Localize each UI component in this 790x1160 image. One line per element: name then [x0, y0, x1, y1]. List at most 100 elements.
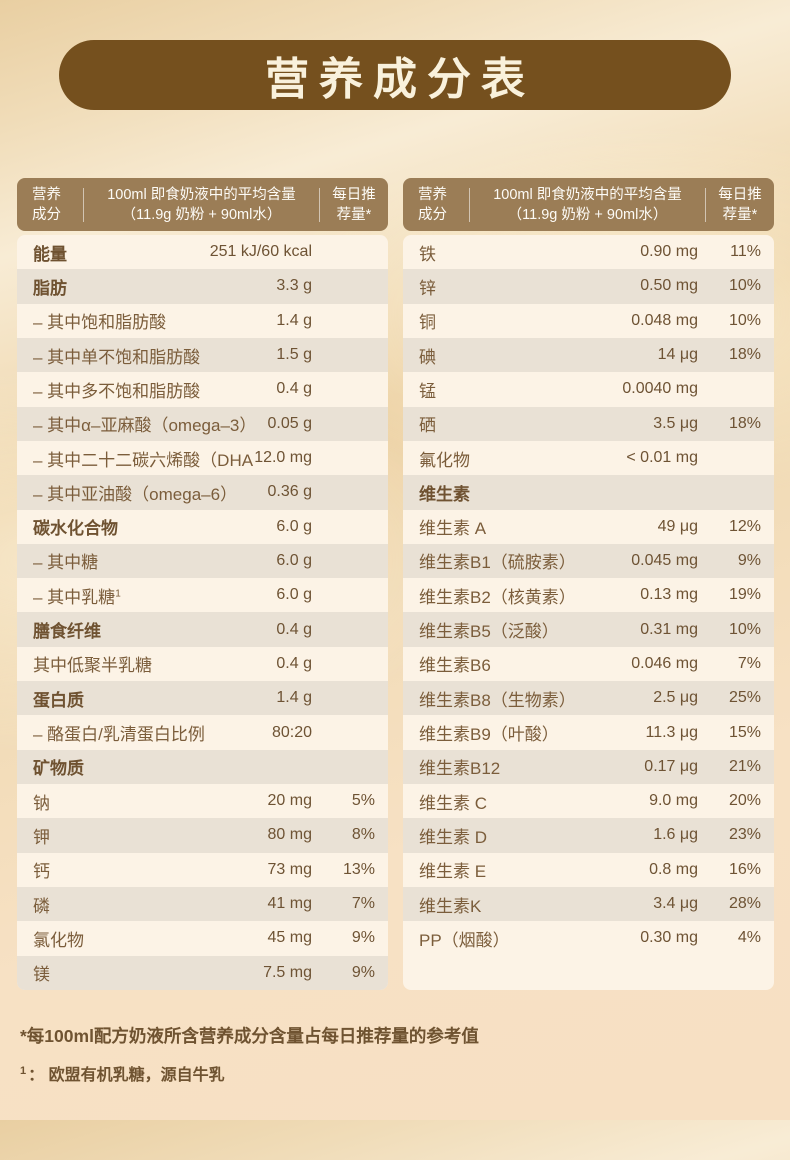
nutrient-value: 20 mg — [267, 792, 312, 810]
header-divider — [469, 187, 470, 222]
table-row: 能量 251 kJ/60 kcal — [17, 235, 388, 269]
table-row: – 其中乳糖1 6.0 g — [17, 578, 388, 612]
header-amount-column: 100ml 即食奶液中的平均含量 （11.9g 奶粉 + 90ml水） — [107, 186, 296, 223]
nutrient-value: 45 mg — [267, 929, 312, 947]
nutrient-daily-percent: 18% — [728, 346, 761, 364]
table-row: 维生素B5（泛酸） 0.31 mg 10% — [403, 612, 774, 647]
table-row: 维生素K 3.4 μg 28% — [403, 886, 774, 922]
nutrient-daily-percent: 18% — [728, 414, 761, 432]
footnotes: *每100ml配方奶液所含营养成分含量占每日推荐量的参考值 1： 欧盟有机乳糖，… — [20, 1023, 770, 1085]
nutrient-value: 1.4 g — [276, 689, 312, 707]
nutrient-label: – 其中二十二碳六烯酸（DHA） — [33, 450, 255, 470]
nutrient-label: 钠 — [33, 793, 50, 813]
nutrient-daily-percent: 7% — [351, 895, 375, 913]
nutrition-table-left: 营养 成分 100ml 即食奶液中的平均含量 （11.9g 奶粉 + 90ml水… — [17, 178, 388, 990]
nutrient-value: 73 mg — [267, 860, 312, 878]
header-nutrient-column: 营养 成分 — [32, 186, 61, 223]
nutrient-label: 铜 — [419, 313, 436, 333]
table-row: 膳食纤维 0.4 g — [17, 612, 388, 647]
nutrient-label: 维生素 D — [419, 827, 487, 847]
nutrient-value: 0.046 mg — [631, 654, 698, 672]
nutrient-value: 0.05 g — [267, 414, 312, 432]
nutrient-label: 维生素B1（硫胺素） — [419, 553, 576, 573]
nutrient-label: – 其中α–亚麻酸（omega–3） — [33, 416, 257, 436]
table-row: 维生素B9（叶酸） 11.3 μg 15% — [403, 715, 774, 749]
nutrient-value: 1.6 μg — [653, 826, 698, 844]
table-row: 维生素 D 1.6 μg 23% — [403, 818, 774, 853]
nutrient-daily-percent: 21% — [728, 757, 761, 775]
table-row: 矿物质 — [17, 749, 388, 784]
table-row: 蛋白质 1.4 g — [17, 681, 388, 716]
nutrient-value: 0.30 mg — [640, 929, 698, 947]
table-body: 铁 0.90 mg 11% 锌 0.50 mg 10% 铜 0.048 mg 10% 碘 14 μg… — [403, 235, 774, 990]
nutrient-label: 硒 — [419, 416, 436, 436]
nutrient-value: 14 μg — [657, 346, 698, 364]
nutrient-label: 蛋白质 — [33, 690, 84, 710]
table-row: 维生素B8（生物素） 2.5 μg 25% — [403, 681, 774, 716]
nutrient-label: 锌 — [419, 278, 436, 298]
table-row: 维生素B12 0.17 μg 21% — [403, 749, 774, 784]
table-row: 钾 80 mg 8% — [17, 818, 388, 853]
nutrient-value: 80 mg — [267, 826, 312, 844]
nutrient-value: 0.045 mg — [631, 551, 698, 569]
nutrient-daily-percent: 10% — [728, 277, 761, 295]
nutrient-value: < 0.01 mg — [626, 449, 698, 467]
table-row: – 其中饱和脂肪酸 1.4 g — [17, 304, 388, 338]
table-row: – 其中单不饱和脂肪酸 1.5 g — [17, 337, 388, 373]
nutrient-daily-percent: 15% — [728, 723, 761, 741]
nutrient-value: 2.5 μg — [653, 689, 698, 707]
nutrient-value: 3.3 g — [276, 277, 312, 295]
header-amount-column: 100ml 即食奶液中的平均含量 （11.9g 奶粉 + 90ml水） — [493, 186, 682, 223]
nutrient-value: 0.048 mg — [631, 311, 698, 329]
nutrient-value: 1.4 g — [276, 311, 312, 329]
nutrient-label: – 其中乳糖1 — [33, 587, 121, 607]
nutrient-value: 3.4 μg — [653, 895, 698, 913]
nutrient-label: – 其中多不饱和脂肪酸 — [33, 381, 201, 401]
nutrient-label: 脂肪 — [33, 278, 67, 298]
nutrient-daily-percent: 9% — [351, 963, 375, 981]
table-row: 钙 73 mg 13% — [17, 853, 388, 887]
nutrient-daily-percent: 5% — [351, 792, 375, 810]
nutrient-label: 膳食纤维 — [33, 622, 101, 642]
table-row: 脂肪 3.3 g — [17, 269, 388, 304]
nutrient-value: 0.36 g — [267, 483, 312, 501]
footnote-daily-reference: *每100ml配方奶液所含营养成分含量占每日推荐量的参考值 — [20, 1026, 479, 1046]
table-row: – 其中二十二碳六烯酸（DHA） 12.0 mg — [17, 441, 388, 475]
nutrient-value: 11.3 μg — [645, 723, 698, 741]
table-row: 碘 14 μg 18% — [403, 337, 774, 373]
nutrient-label: 钾 — [33, 827, 50, 847]
table-row: 维生素B2（核黄素） 0.13 mg 19% — [403, 578, 774, 612]
nutrient-label: 钙 — [33, 862, 50, 882]
nutrient-daily-percent: 28% — [728, 895, 761, 913]
header-divider — [83, 187, 84, 222]
table-row: 磷 41 mg 7% — [17, 886, 388, 922]
nutrient-label: 铁 — [419, 244, 436, 264]
nutrient-value: 6.0 g — [276, 551, 312, 569]
table-row: – 酪蛋白/乳清蛋白比例 80:20 — [17, 715, 388, 749]
nutrition-table-right: 营养 成分 100ml 即食奶液中的平均含量 （11.9g 奶粉 + 90ml水… — [403, 178, 774, 990]
table-row: – 其中α–亚麻酸（omega–3） 0.05 g — [17, 406, 388, 441]
table-body: 能量 251 kJ/60 kcal 脂肪 3.3 g – 其中饱和脂肪酸 1.4 g – 其… — [17, 235, 388, 990]
nutrient-value: 0.4 g — [276, 620, 312, 638]
nutrient-label: – 酪蛋白/乳清蛋白比例 — [33, 725, 205, 745]
table-row: 其中低聚半乳糖 0.4 g — [17, 647, 388, 681]
nutrient-label: 维生素 C — [419, 793, 487, 813]
nutrient-label: 维生素B2（核黄素） — [419, 587, 576, 607]
footnote-superscript: 1 — [20, 1064, 27, 1077]
nutrient-daily-percent: 9% — [737, 551, 761, 569]
nutrient-daily-percent: 8% — [351, 826, 375, 844]
table-row: 钠 20 mg 5% — [17, 784, 388, 818]
nutrient-label: 维生素B6 — [419, 656, 491, 676]
nutrient-value: 12.0 mg — [254, 449, 312, 467]
nutrient-label: 维生素B8（生物素） — [419, 690, 576, 710]
nutrient-label: 氟化物 — [419, 450, 470, 470]
nutrient-label: – 其中单不饱和脂肪酸 — [33, 347, 201, 367]
table-header: 营养 成分 100ml 即食奶液中的平均含量 （11.9g 奶粉 + 90ml水… — [403, 178, 774, 231]
nutrient-value: 7.5 mg — [263, 963, 312, 981]
table-row: 锰 0.0040 mg — [403, 372, 774, 406]
nutrient-daily-percent: 4% — [737, 929, 761, 947]
footnote-lactose-source: 1： 欧盟有机乳糖，源自牛乳 — [20, 1064, 225, 1084]
table-row: 硒 3.5 μg 18% — [403, 406, 774, 441]
nutrient-label: 维生素 E — [419, 862, 487, 882]
nutrient-label: – 其中饱和脂肪酸 — [33, 313, 167, 333]
